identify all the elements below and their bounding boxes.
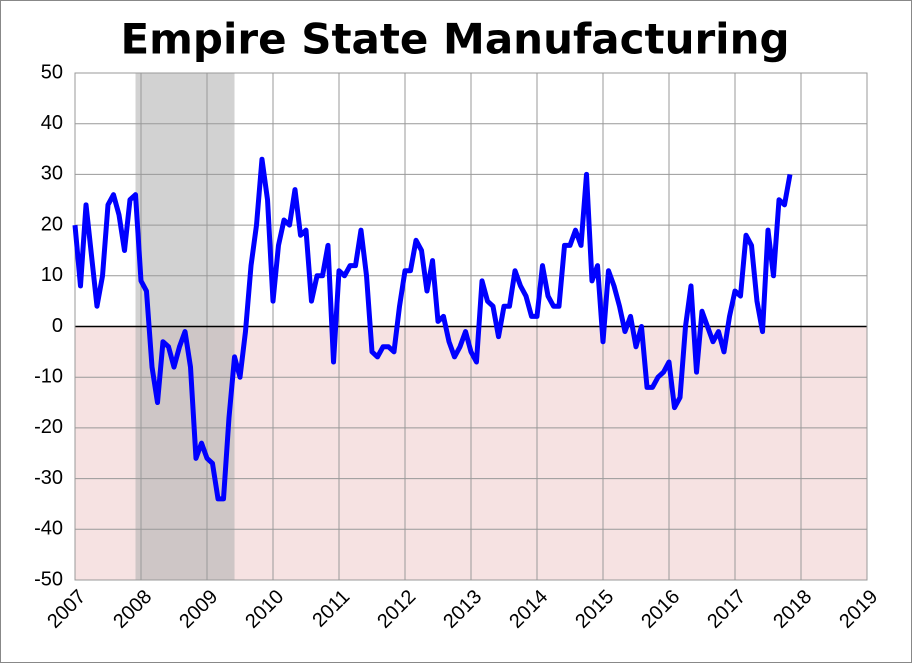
y-tick-label: -50 [34, 568, 63, 590]
y-tick-label: -30 [34, 467, 63, 489]
y-tick-label: 20 [41, 213, 63, 235]
data-line [72, 156, 793, 502]
y-tick-label: 10 [41, 264, 63, 286]
y-tick-label: 30 [41, 163, 63, 185]
y-tick-label: -10 [34, 365, 63, 387]
y-tick-label: 0 [52, 315, 63, 337]
plot-border [74, 72, 868, 581]
y-tick-label: -20 [34, 416, 63, 438]
y-tick-label: 50 [41, 61, 63, 83]
y-tick-label: -40 [34, 518, 63, 540]
chart-title: Empire State Manufacturing [120, 15, 789, 64]
y-tick-label: 40 [41, 112, 63, 134]
